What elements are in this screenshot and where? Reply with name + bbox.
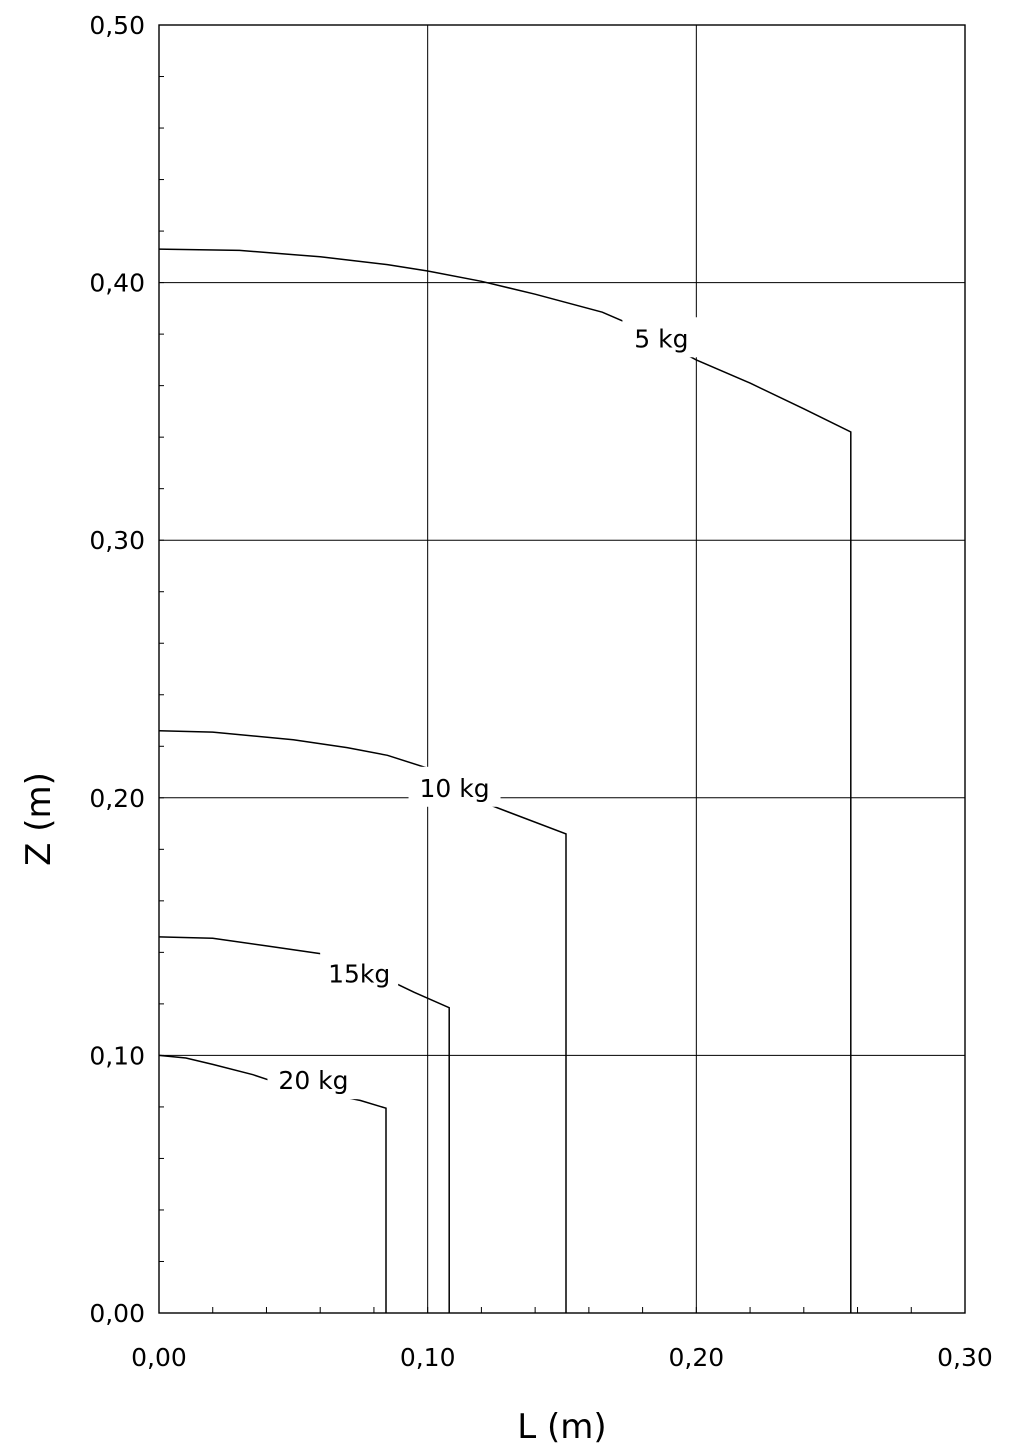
curve-label-text: 20 kg — [278, 1066, 348, 1095]
curve-label-background — [622, 317, 701, 358]
curve-line — [158, 248, 852, 1313]
curve-label: 15kg — [320, 952, 399, 993]
x-tick-label: 0,10 — [400, 1343, 456, 1372]
grid-lines — [159, 25, 965, 1313]
tick-labels: 0,00 0,10 0,20 0,30 0,00 0,10 0,20 0,30 0,40 0,50 — [89, 11, 993, 1372]
curve-label-background — [320, 952, 399, 993]
curve-label-text: 15kg — [328, 959, 390, 988]
plot-frame — [158, 24, 966, 1314]
minor-ticks — [159, 76, 912, 1313]
x-tick-label: 0,20 — [668, 1343, 724, 1372]
curve-label-background — [267, 1059, 360, 1100]
x-tick-label: 0,30 — [937, 1343, 993, 1372]
curve-labels: 5 kg 10 kg 15kg 20 kg — [267, 317, 701, 1100]
curve-line — [158, 936, 450, 1313]
y-axis-title: Z (m) — [19, 772, 59, 866]
curve-line — [158, 1054, 387, 1313]
curve-label: 10 kg — [408, 766, 501, 807]
y-tick-label: 0,20 — [89, 784, 145, 813]
y-tick-label: 0,30 — [89, 526, 145, 555]
curve-label-text: 5 kg — [634, 324, 688, 353]
y-tick-label: 0,50 — [89, 11, 145, 40]
curve-label-background — [408, 766, 501, 807]
y-tick-label: 0,40 — [89, 269, 145, 298]
y-tick-label: 0,10 — [89, 1041, 145, 1070]
x-tick-label: 0,00 — [131, 1343, 187, 1372]
curve-label-text: 10 kg — [419, 774, 489, 803]
curves — [158, 248, 852, 1313]
curve-label: 20 kg — [267, 1059, 360, 1100]
x-axis-title: L (m) — [517, 1407, 606, 1447]
curve-label: 5 kg — [622, 317, 701, 358]
y-tick-label: 0,00 — [89, 1299, 145, 1328]
curve-line — [158, 730, 567, 1313]
